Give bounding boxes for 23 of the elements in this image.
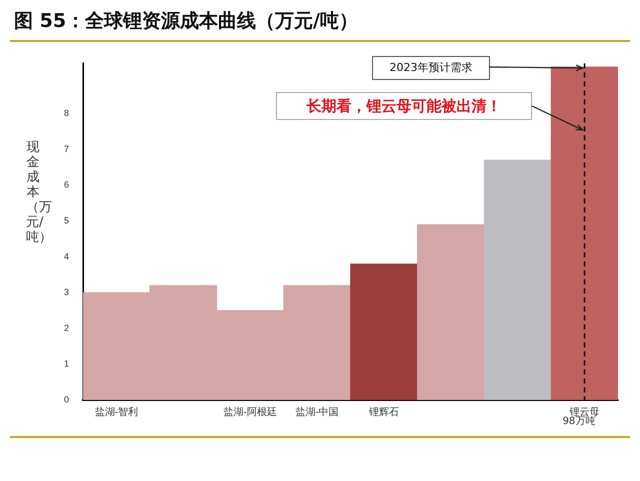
x-tick-label: 盐湖-中国: [295, 406, 339, 418]
x-tick-label: 盐湖-智利: [94, 406, 138, 418]
chart-title: 图 55：全球锂资源成本曲线（万元/吨）: [14, 9, 358, 34]
bar: [417, 224, 485, 400]
ref-line-label: 2023年预计需求: [372, 56, 490, 80]
annotation: 长期看，锂云母可能被出清！: [276, 92, 532, 120]
x-tick-label: 盐湖-阿根廷: [224, 406, 277, 418]
bar: [484, 160, 552, 400]
y-tick-label: 3: [64, 287, 70, 298]
y-tick-label: 6: [64, 180, 70, 190]
y-tick-label: 1: [64, 358, 70, 369]
x-tick-label: 锂辉石: [368, 406, 399, 418]
y-tick-label: 0: [64, 394, 70, 404]
y-tick-label: 2: [64, 322, 70, 333]
y-tick-label: 8: [64, 108, 70, 118]
x-tick-label: 锂云母: [568, 406, 600, 418]
bar: [350, 264, 418, 400]
bar: [550, 66, 618, 400]
y-axis-title: 现金成本（万元/吨）: [26, 140, 52, 245]
y-tick-label: 7: [64, 144, 70, 154]
text: 98万吨: [562, 416, 596, 428]
y-tick-label: 4: [64, 251, 70, 262]
y-tick-label: 5: [64, 215, 70, 226]
